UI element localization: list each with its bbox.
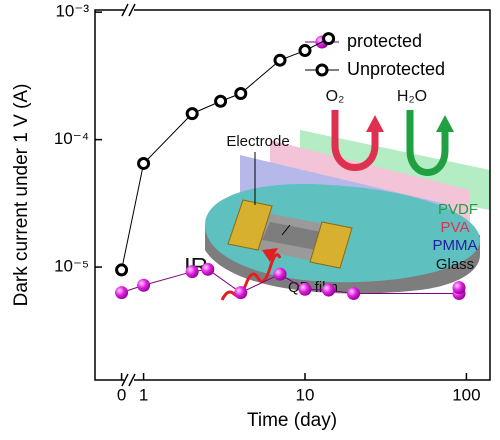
h2o-arrow [406,110,449,176]
annotation: PVA [441,219,470,236]
data-point [201,262,215,276]
annotation: PVDF [438,201,478,218]
plot-frame [94,9,491,381]
qd-texture [262,222,322,250]
x-tick-label: 10 [296,385,315,404]
annotation: O₂ [326,88,345,105]
annotation: PMMA [433,237,478,254]
data-point [298,44,312,58]
o2-arrow [331,110,379,171]
axis-break [121,3,136,387]
y-tick-label: 10⁻⁵ [54,257,89,276]
legend-label: protected [347,31,422,51]
o2-arrowhead [366,115,384,132]
data-point [115,263,129,277]
annotation: Glass [436,256,474,273]
data-point [234,87,248,101]
inset-diagram: Electrode QD film IR PVDF PVA PMMA Glass… [184,88,490,301]
legend-marker [315,63,329,77]
electrode [227,199,273,251]
ir-arrowhead [262,248,278,262]
x-tick-label: 0 [117,385,126,404]
data-point [273,53,287,67]
x-tick-label: 100 [452,385,480,404]
y-tick-label: 10⁻³ [55,2,89,21]
annotation: H₂O [397,88,427,105]
data-point [185,265,199,279]
x-axis-label: Time (day) [247,410,337,431]
data-point [452,281,466,295]
ir-wave [220,253,282,301]
y-tick-label: 10⁻⁴ [54,129,89,148]
annotation: Electrode [226,133,289,150]
data-point [137,278,151,292]
data-point [185,107,199,121]
data-point [273,267,287,281]
h2o-arrowhead [436,115,454,132]
data-point [322,283,336,297]
data-point [322,32,336,46]
y-axis-label: Dark current under 1 V (A) [11,84,32,307]
data-point [298,282,312,296]
legend-label: Unprotected [347,59,445,79]
leader [281,224,291,236]
data-point [347,287,361,301]
data-point [234,286,248,300]
electrode [309,221,353,269]
data-point [214,94,228,108]
data-point [137,156,151,170]
data-point [115,286,129,300]
x-tick-label: 1 [139,385,148,404]
